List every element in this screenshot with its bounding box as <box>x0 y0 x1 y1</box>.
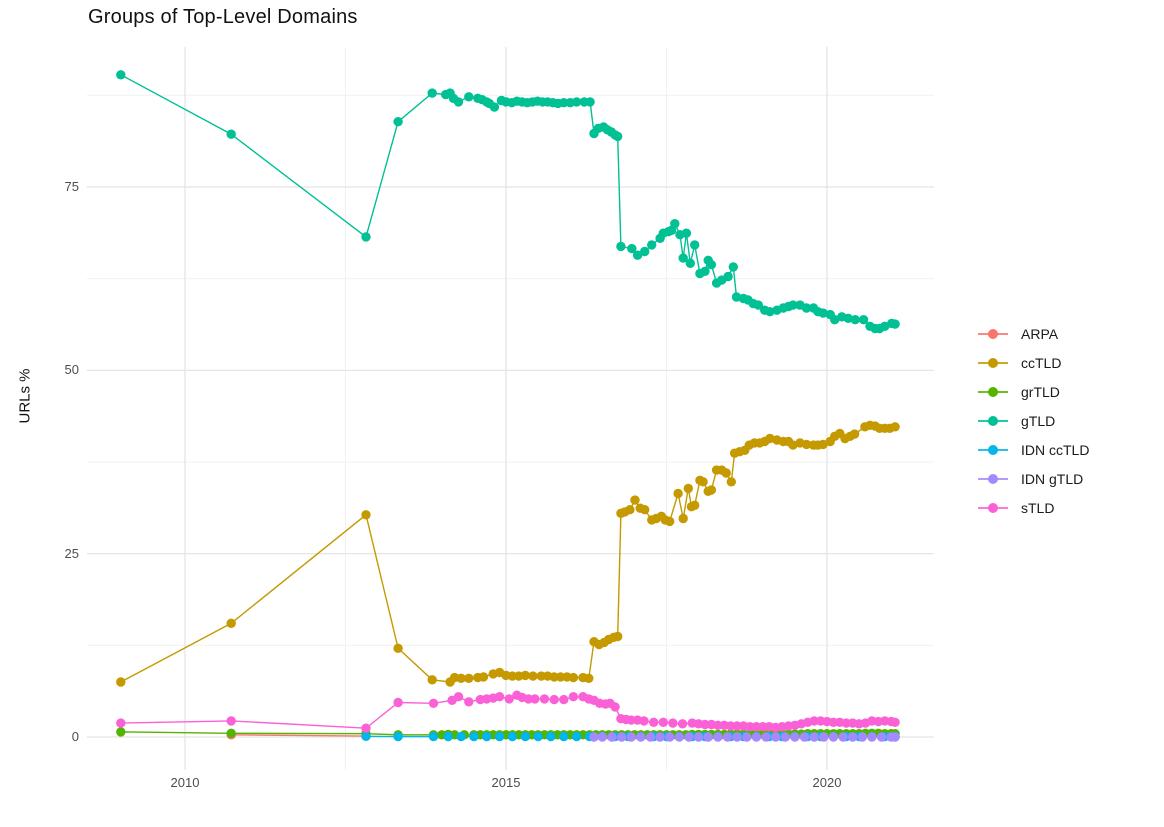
legend-label: IDN ccTLD <box>1021 441 1090 458</box>
legend-key-icon <box>978 327 1008 341</box>
y-tick-label: 50 <box>64 362 79 378</box>
chart-title: Groups of Top-Level Domains <box>88 6 358 28</box>
legend-item-cctld: ccTLD <box>978 348 1089 377</box>
legend-label: IDN gTLD <box>1021 470 1084 487</box>
legend-label: sTLD <box>1021 499 1055 516</box>
x-tick-label: 2015 <box>491 775 521 790</box>
series-points-stld <box>116 690 900 733</box>
legend-key-icon <box>978 385 1008 399</box>
y-tick-label: 25 <box>64 545 79 561</box>
y-tick-label: 0 <box>71 729 79 744</box>
series-line-arpa <box>231 734 367 737</box>
legend-label: gTLD <box>1021 412 1056 429</box>
legend-key-icon <box>978 501 1008 515</box>
series-points-cctld <box>116 420 900 687</box>
legend-key-icon <box>978 472 1008 486</box>
y-axis-title: URLs % <box>16 368 34 424</box>
legend-item-idn-gtld: IDN gTLD <box>978 464 1089 493</box>
legend-key-icon <box>978 414 1008 428</box>
series-line-gtld <box>120 74 896 330</box>
legend-item-grtld: grTLD <box>978 377 1089 406</box>
legend-label: grTLD <box>1021 383 1060 400</box>
x-tick-label: 2010 <box>170 775 200 790</box>
legend-label: ccTLD <box>1021 354 1062 371</box>
x-tick-label: 2020 <box>812 775 842 790</box>
plot-area <box>87 47 934 770</box>
legend-item-idn-cctld: IDN ccTLD <box>978 435 1089 464</box>
legend-item-stld: sTLD <box>978 493 1089 522</box>
series-points-gtld <box>116 70 900 334</box>
legend-item-gtld: gTLD <box>978 406 1089 435</box>
y-tick-label: 75 <box>64 179 79 194</box>
legend-key-icon <box>978 356 1008 370</box>
legend-label: ARPA <box>1021 325 1059 342</box>
legend-key-icon <box>978 443 1008 457</box>
series-points-idn-gtld <box>589 732 900 742</box>
legend: ARPA ccTLD grTLD gTLD IDN ccTLD IDN gTLD sTLD <box>978 319 1089 522</box>
plot-panel <box>87 47 934 770</box>
legend-item-arpa: ARPA <box>978 319 1089 348</box>
